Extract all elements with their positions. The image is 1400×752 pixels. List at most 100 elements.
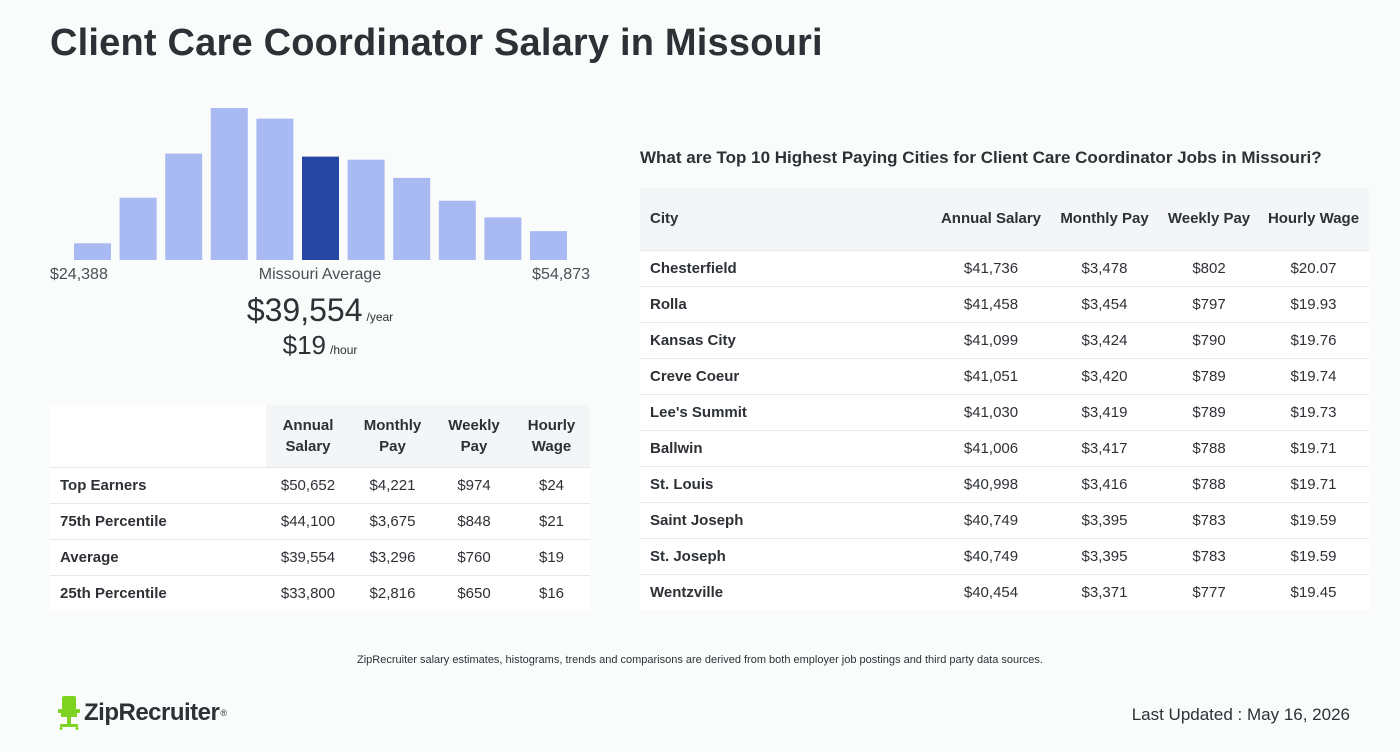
table-row: 25th Percentile $33,800 $2,816 $650 $16 — [50, 574, 590, 611]
percentile-cell: $39,554 — [266, 538, 350, 575]
percentile-cell: $4,221 — [350, 466, 435, 503]
city-cell: $40,454 — [933, 573, 1049, 610]
city-cell: $783 — [1160, 537, 1258, 574]
percentile-cell: $19 — [513, 538, 590, 575]
histogram-average-label: Missouri Average — [258, 266, 382, 283]
percentile-row-label: Top Earners — [50, 466, 266, 503]
top-cities-table: City Annual Salary Monthly Pay Weekly Pa… — [640, 188, 1369, 610]
city-cell: $19.71 — [1258, 429, 1369, 466]
page-title: Client Care Coordinator Salary in Missou… — [50, 22, 823, 64]
city-cell: $19.59 — [1258, 537, 1369, 574]
table-row: St. Louis $40,998 $3,416 $788 $19.71 — [640, 465, 1369, 502]
table-row: Rolla $41,458 $3,454 $797 $19.93 — [640, 285, 1369, 322]
percentile-cell: $24 — [513, 466, 590, 503]
city-cell: $20.07 — [1258, 249, 1369, 286]
top-cities-title: What are Top 10 Highest Paying Cities fo… — [640, 148, 1322, 167]
city-cell: $3,371 — [1049, 573, 1160, 610]
city-cell: $40,998 — [933, 465, 1049, 502]
percentile-header-annual: Annual Salary — [266, 405, 350, 467]
percentile-cell: $44,100 — [266, 502, 350, 539]
city-cell: $3,395 — [1049, 537, 1160, 574]
histogram-bar — [165, 153, 203, 260]
city-cell: $797 — [1160, 285, 1258, 322]
percentile-row-label: 25th Percentile — [50, 574, 266, 611]
city-cell: $802 — [1160, 249, 1258, 286]
table-row: Average $39,554 $3,296 $760 $19 — [50, 538, 590, 575]
table-row: Ballwin $41,006 $3,417 $788 $19.71 — [640, 429, 1369, 466]
percentile-cell: $21 — [513, 502, 590, 539]
city-cell: $19.76 — [1258, 321, 1369, 358]
city-cell: $3,424 — [1049, 321, 1160, 358]
city-cell: $41,030 — [933, 393, 1049, 430]
average-salary-block: $39,554/year $19/hour — [50, 294, 590, 358]
table-row: Saint Joseph $40,749 $3,395 $783 $19.59 — [640, 501, 1369, 538]
city-cell: $19.59 — [1258, 501, 1369, 538]
histogram-bar — [438, 200, 476, 260]
ziprecruiter-logo[interactable]: ZipRecruiter ® — [58, 696, 227, 730]
city-name: Lee's Summit — [640, 393, 933, 430]
histogram-bar — [393, 177, 431, 260]
city-cell: $41,736 — [933, 249, 1049, 286]
percentile-cell: $3,675 — [350, 502, 435, 539]
registered-mark: ® — [220, 708, 228, 718]
percentile-header-monthly: Monthly Pay — [350, 405, 435, 467]
table-row: 75th Percentile $44,100 $3,675 $848 $21 — [50, 502, 590, 539]
histogram-bar — [119, 197, 157, 260]
city-cell: $783 — [1160, 501, 1258, 538]
city-cell: $40,749 — [933, 501, 1049, 538]
percentile-row-label: Average — [50, 538, 266, 575]
percentile-cell: $33,800 — [266, 574, 350, 611]
percentile-cell: $760 — [435, 538, 513, 575]
city-cell: $19.74 — [1258, 357, 1369, 394]
percentile-header-hourly: Hourly Wage — [513, 405, 590, 467]
city-cell: $3,478 — [1049, 249, 1160, 286]
histogram-bar-average — [302, 156, 339, 260]
percentile-cell: $50,652 — [266, 466, 350, 503]
city-name: St. Joseph — [640, 537, 933, 574]
percentile-cell: $848 — [435, 502, 513, 539]
histogram-bar — [530, 231, 567, 260]
table-row: Creve Coeur $41,051 $3,420 $789 $19.74 — [640, 357, 1369, 394]
city-cell: $19.73 — [1258, 393, 1369, 430]
city-cell: $790 — [1160, 321, 1258, 358]
cities-header-city: City — [640, 188, 933, 250]
city-cell: $19.71 — [1258, 465, 1369, 502]
city-cell: $41,006 — [933, 429, 1049, 466]
city-cell: $3,395 — [1049, 501, 1160, 538]
percentile-cell: $16 — [513, 574, 590, 611]
percentile-header-blank — [50, 405, 266, 467]
city-cell: $41,458 — [933, 285, 1049, 322]
city-cell: $3,416 — [1049, 465, 1160, 502]
city-cell: $40,749 — [933, 537, 1049, 574]
histogram-bar — [256, 118, 294, 260]
histogram-min-label: $24,388 — [50, 266, 108, 283]
city-name: Kansas City — [640, 321, 933, 358]
city-cell: $41,099 — [933, 321, 1049, 358]
city-cell: $19.45 — [1258, 573, 1369, 610]
percentile-cell: $650 — [435, 574, 513, 611]
percentile-cell: $3,296 — [350, 538, 435, 575]
cities-header-weekly: Weekly Pay — [1160, 188, 1258, 250]
histogram-bar — [74, 243, 111, 260]
city-cell: $3,420 — [1049, 357, 1160, 394]
city-cell: $788 — [1160, 465, 1258, 502]
city-name: St. Louis — [640, 465, 933, 502]
histogram-bar — [210, 108, 248, 260]
average-hourly: $19/hour — [50, 332, 590, 358]
city-name: Chesterfield — [640, 249, 933, 286]
histogram-labels: $24,388 Missouri Average $54,873 — [50, 266, 590, 286]
city-name: Rolla — [640, 285, 933, 322]
histogram-bar — [484, 217, 522, 260]
histogram-svg — [74, 108, 567, 260]
cities-header-monthly: Monthly Pay — [1049, 188, 1160, 250]
city-cell: $41,051 — [933, 357, 1049, 394]
city-cell: $3,419 — [1049, 393, 1160, 430]
last-updated: Last Updated : May 16, 2026 — [1131, 705, 1350, 724]
cities-header-hourly: Hourly Wage — [1258, 188, 1369, 250]
city-cell: $777 — [1160, 573, 1258, 610]
percentile-cell: $974 — [435, 466, 513, 503]
city-cell: $789 — [1160, 393, 1258, 430]
average-hourly-unit: /hour — [330, 343, 358, 357]
percentile-row-label: 75th Percentile — [50, 502, 266, 539]
percentile-header-weekly: Weekly Pay — [435, 405, 513, 467]
